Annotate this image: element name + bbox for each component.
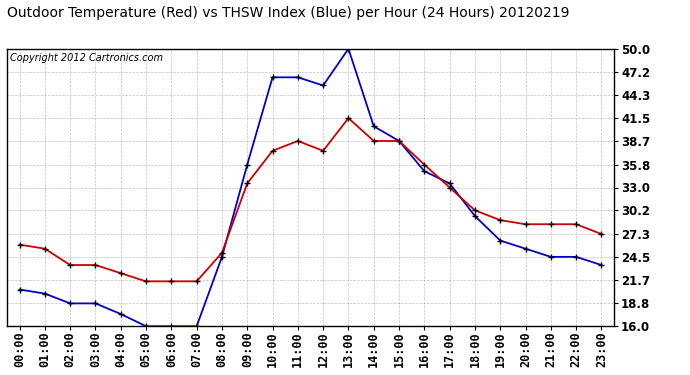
Text: Outdoor Temperature (Red) vs THSW Index (Blue) per Hour (24 Hours) 20120219: Outdoor Temperature (Red) vs THSW Index … <box>7 6 569 20</box>
Text: Copyright 2012 Cartronics.com: Copyright 2012 Cartronics.com <box>10 53 163 63</box>
